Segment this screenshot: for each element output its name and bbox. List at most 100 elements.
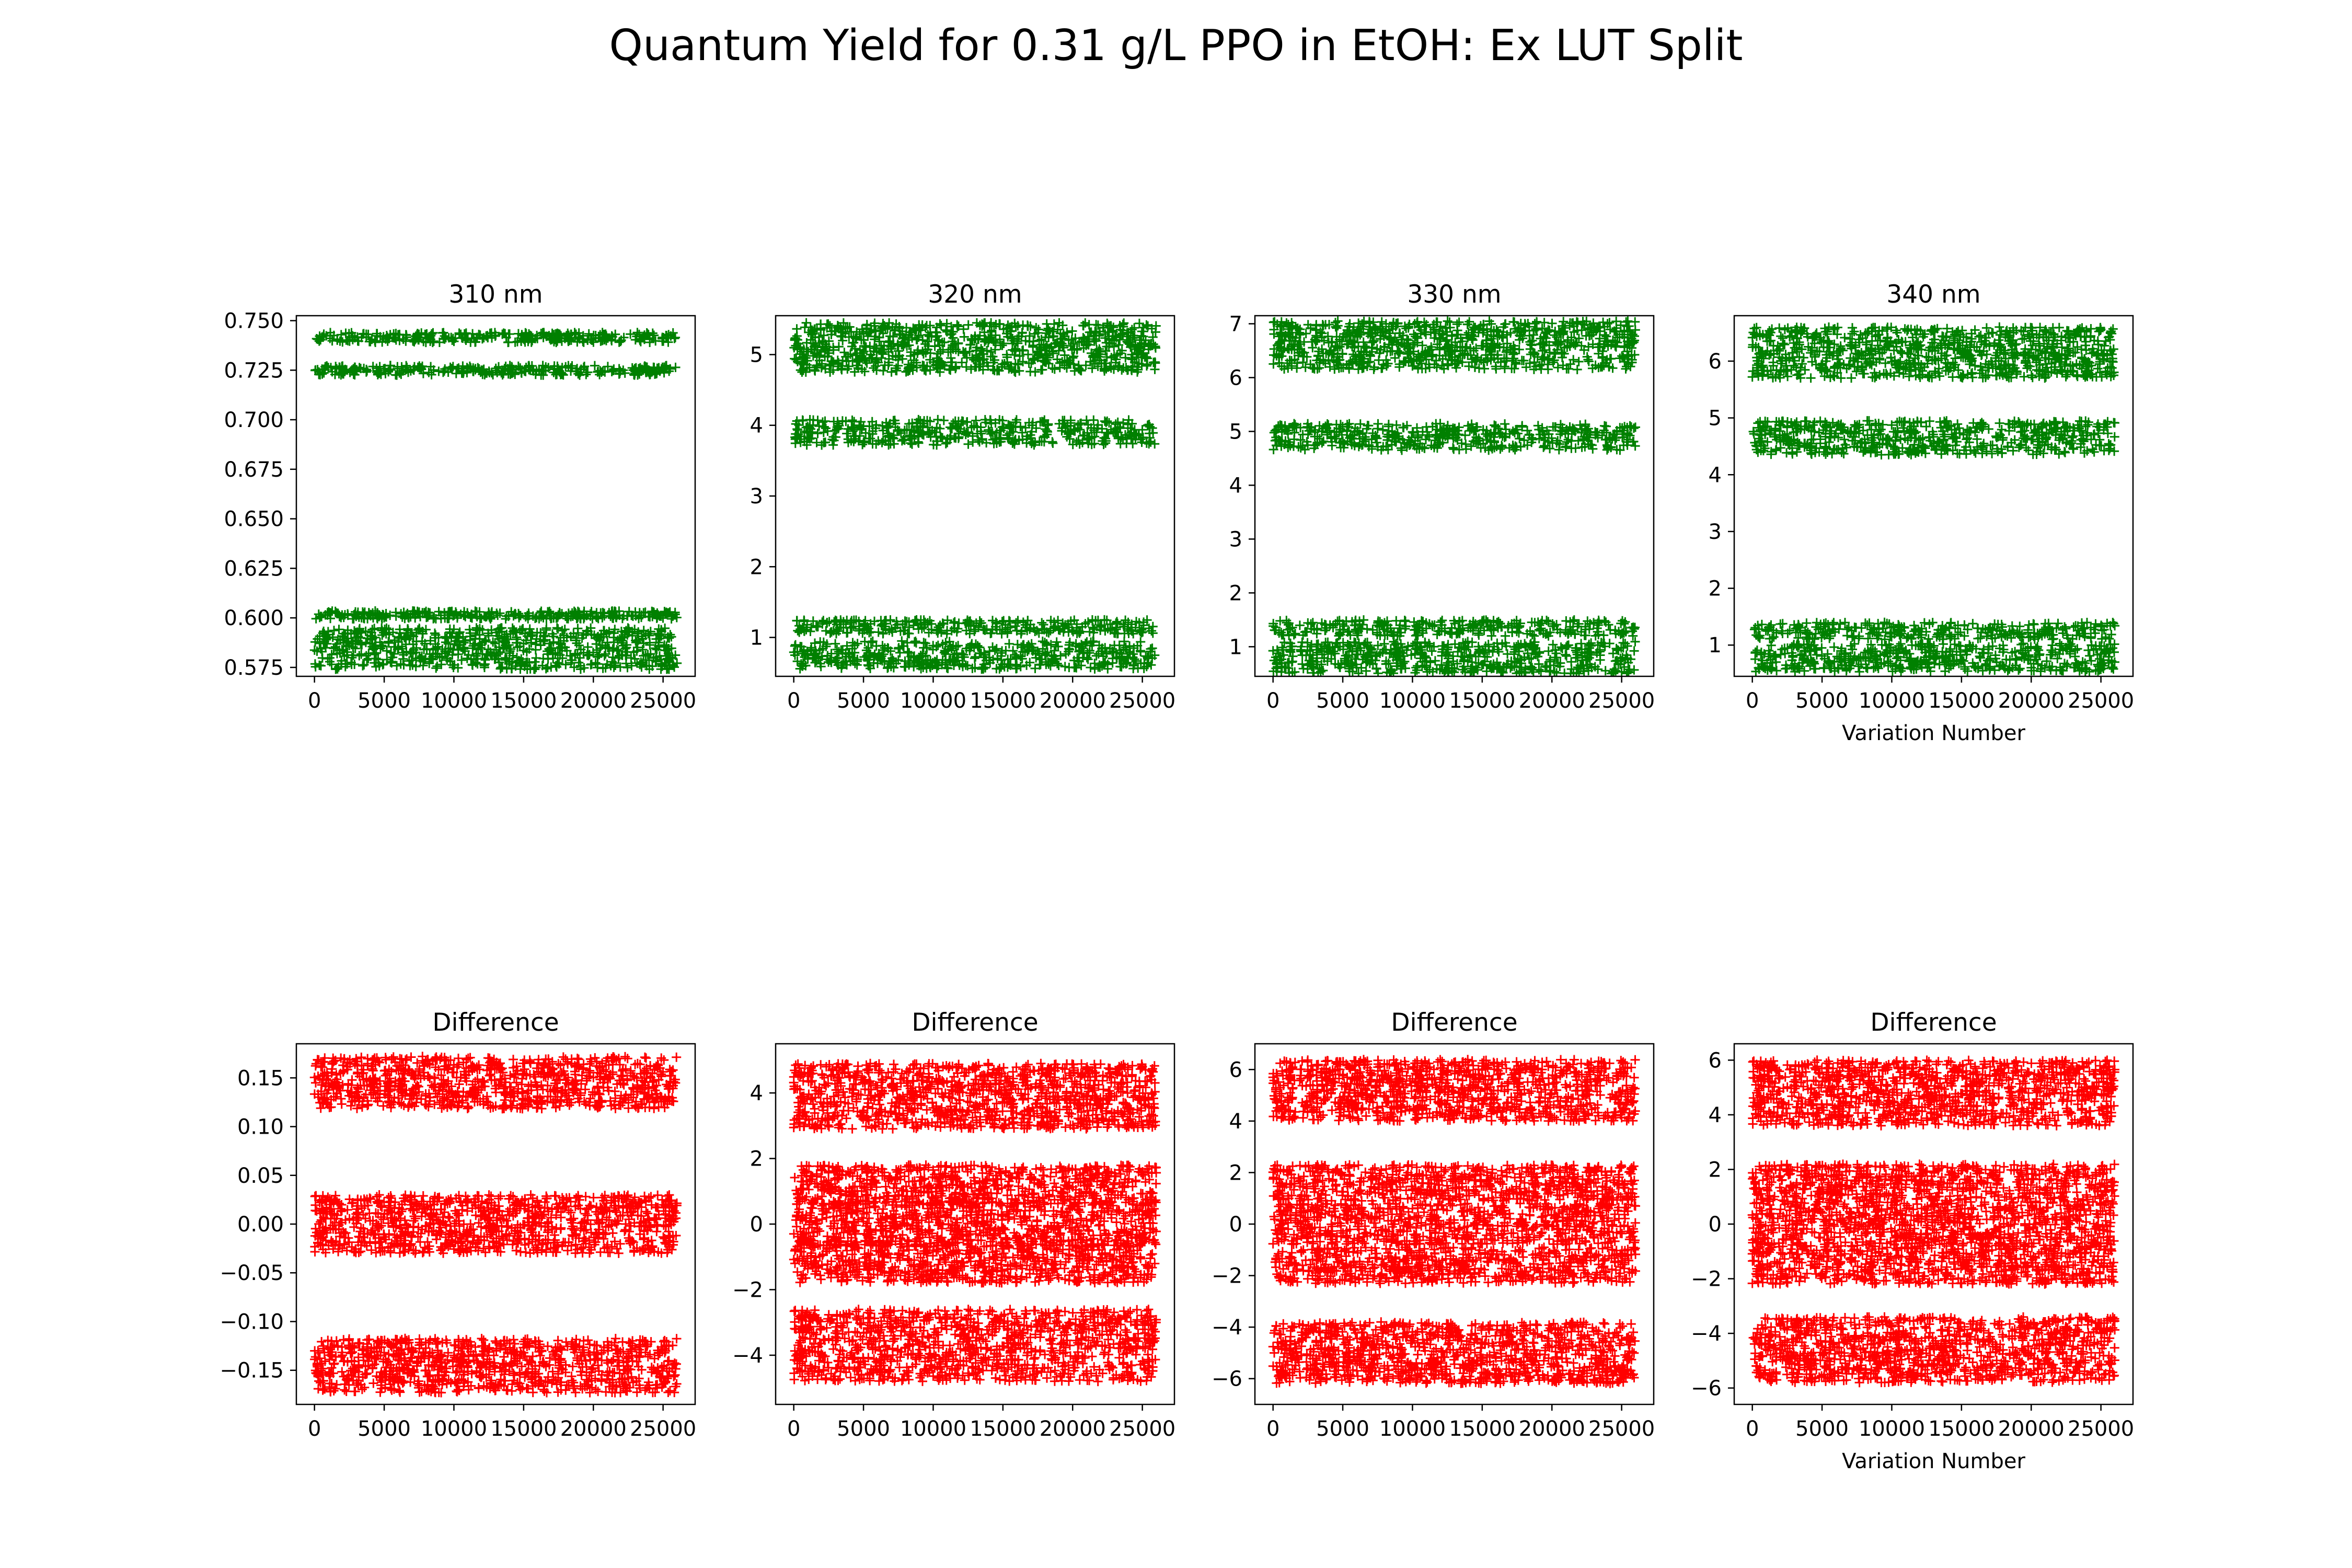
band-5-markers bbox=[1268, 1317, 1640, 1389]
y-tick-label: 0.10 bbox=[237, 1115, 284, 1139]
y-tick-label: 2 bbox=[1229, 1161, 1242, 1185]
subplot-4: 0 5000 10000 15000 20000 25000 1 2 3 4 5 6 340 nm Var… bbox=[1709, 280, 2135, 745]
band-2-markers bbox=[1268, 1160, 1640, 1206]
x-tick-label: 15000 bbox=[1449, 1417, 1515, 1441]
y-tick-label: −4 bbox=[1212, 1316, 1242, 1340]
y-tick-label: 5 bbox=[1709, 407, 1722, 431]
band-3-markers bbox=[792, 615, 1158, 639]
y-tick-label: 2 bbox=[1709, 1158, 1722, 1182]
subplot-title: Difference bbox=[1870, 1008, 1997, 1037]
band-1-markers bbox=[312, 328, 681, 348]
y-tick-label: 0 bbox=[1229, 1213, 1242, 1237]
y-tick-label: 4 bbox=[750, 414, 763, 438]
band-1-markers bbox=[309, 1052, 682, 1114]
y-tick-label: 1 bbox=[1229, 635, 1242, 659]
y-tick-label: 0.600 bbox=[224, 606, 284, 630]
x-tick-label: 20000 bbox=[1519, 1417, 1585, 1441]
subplot-6: 0 5000 10000 15000 20000 25000 −4 −2 0 2 4 Differen… bbox=[732, 1008, 1175, 1441]
band-3-markers bbox=[1747, 1197, 2119, 1251]
x-tick-label: 15000 bbox=[1928, 689, 1994, 713]
subplot-title: 340 nm bbox=[1886, 280, 1980, 309]
x-tick-label: 10000 bbox=[1379, 1417, 1446, 1441]
subplot-8: 0 5000 10000 15000 20000 25000 −6 −4 −2 0 2 4 6 Diffe… bbox=[1691, 1008, 2134, 1473]
y-tick-label: 0.700 bbox=[224, 408, 284, 432]
subplot-7: 0 5000 10000 15000 20000 25000 −6 −4 −2 0 2 4 6 Diffe… bbox=[1212, 1008, 1655, 1441]
band-1-markers bbox=[789, 318, 1161, 377]
band-2-markers bbox=[310, 1190, 682, 1258]
band-2-markers bbox=[1269, 419, 1640, 455]
y-tick-label: 0.625 bbox=[224, 557, 284, 581]
band-4-markers bbox=[1750, 639, 2119, 676]
band-1-markers bbox=[1269, 316, 1640, 374]
x-tick-label: 5000 bbox=[358, 1417, 411, 1441]
x-tick-label: 10000 bbox=[1379, 689, 1446, 713]
y-tick-label: −2 bbox=[732, 1278, 763, 1302]
y-tick-label: −4 bbox=[1691, 1322, 1722, 1346]
x-tick-label: 10000 bbox=[421, 689, 487, 713]
x-tick-label: 5000 bbox=[837, 1417, 890, 1441]
x-tick-label: 0 bbox=[1746, 1417, 1759, 1441]
band-2-markers bbox=[310, 361, 681, 380]
x-tick-label: 5000 bbox=[837, 689, 890, 713]
x-tick-label: 20000 bbox=[1040, 1417, 1106, 1441]
y-tick-label: 3 bbox=[1709, 520, 1722, 544]
y-tick-label: 0.15 bbox=[237, 1066, 284, 1090]
band-3-markers bbox=[311, 606, 682, 624]
band-3-markers bbox=[1749, 617, 2120, 644]
x-tick-label: 20000 bbox=[560, 1417, 627, 1441]
y-tick-label: 0 bbox=[750, 1213, 763, 1237]
y-tick-label: −6 bbox=[1691, 1377, 1722, 1401]
x-tick-label: 25000 bbox=[1109, 689, 1175, 713]
y-tick-label: 4 bbox=[1709, 463, 1722, 487]
scatter-series bbox=[1747, 1055, 2120, 1388]
y-tick-label: 7 bbox=[1229, 312, 1242, 336]
y-tick-label: 4 bbox=[1709, 1103, 1722, 1127]
scatter-series bbox=[309, 328, 682, 674]
y-tick-label: −0.05 bbox=[220, 1261, 284, 1285]
band-2-markers bbox=[790, 1160, 1161, 1209]
y-tick-label: 3 bbox=[750, 485, 763, 509]
x-tick-label: 15000 bbox=[1928, 1417, 1994, 1441]
band-2-markers bbox=[1748, 1159, 2119, 1207]
y-tick-label: 0.650 bbox=[224, 508, 284, 532]
x-tick-label: 5000 bbox=[1316, 689, 1369, 713]
y-tick-label: −6 bbox=[1212, 1367, 1242, 1391]
x-tick-label: 5000 bbox=[1795, 689, 1849, 713]
x-tick-label: 25000 bbox=[2068, 1417, 2134, 1441]
band-1-markers bbox=[1747, 322, 2119, 383]
y-tick-label: 0.00 bbox=[237, 1213, 284, 1237]
subplot-5: 0 5000 10000 15000 20000 25000 −0.15 −0.10 −0.05… bbox=[220, 1008, 696, 1441]
y-tick-label: 2 bbox=[750, 1147, 763, 1171]
x-tick-label: 10000 bbox=[900, 1417, 966, 1441]
scatter-series bbox=[309, 1052, 682, 1398]
x-tick-label: 15000 bbox=[970, 689, 1036, 713]
band-4-markers bbox=[309, 623, 682, 674]
band-1-markers bbox=[1268, 1055, 1640, 1126]
x-tick-label: 20000 bbox=[1998, 1417, 2065, 1441]
y-tick-label: −0.15 bbox=[220, 1359, 284, 1383]
x-tick-label: 10000 bbox=[1859, 1417, 1925, 1441]
band-1-markers bbox=[1748, 1055, 2119, 1131]
y-tick-label: 5 bbox=[1229, 420, 1242, 444]
band-2-markers bbox=[1748, 416, 2119, 460]
scatter-series bbox=[1268, 1055, 1641, 1389]
y-tick-label: 0.05 bbox=[237, 1164, 284, 1188]
x-tick-label: 25000 bbox=[630, 689, 696, 713]
x-tick-label: 20000 bbox=[1519, 689, 1585, 713]
y-tick-label: 1 bbox=[1709, 633, 1722, 658]
y-tick-label: 3 bbox=[1229, 527, 1242, 551]
y-tick-label: −0.10 bbox=[220, 1310, 284, 1334]
subplot-2: 0 5000 10000 15000 20000 25000 1 2 3 4 5 320 nm bbox=[750, 280, 1176, 713]
y-tick-label: 0.725 bbox=[224, 359, 284, 383]
x-tick-label: 10000 bbox=[1859, 689, 1925, 713]
x-tick-label: 0 bbox=[787, 1417, 800, 1441]
subplot-title: Difference bbox=[432, 1008, 559, 1037]
x-tick-label: 0 bbox=[308, 1417, 321, 1441]
axes-frame bbox=[1733, 315, 2134, 677]
x-tick-label: 25000 bbox=[2068, 689, 2134, 713]
scatter-series bbox=[1747, 322, 2120, 676]
x-tick-label: 0 bbox=[1266, 1417, 1279, 1441]
y-tick-label: −4 bbox=[732, 1344, 763, 1368]
x-tick-label: 5000 bbox=[1795, 1417, 1849, 1441]
